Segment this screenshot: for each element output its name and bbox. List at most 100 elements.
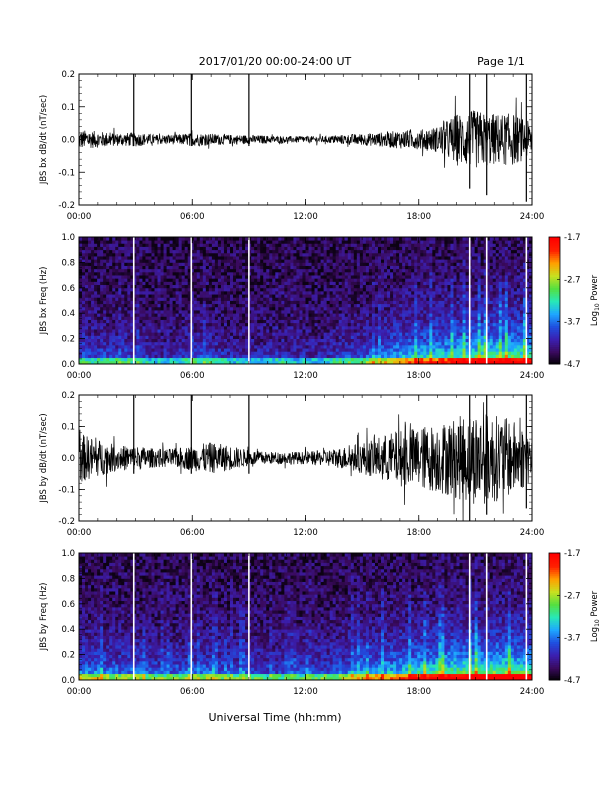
heatmap-cell (438, 281, 442, 286)
heatmap-cell (242, 360, 246, 365)
heatmap-cell (103, 360, 107, 365)
heatmap-cell (374, 348, 379, 352)
heatmap-cell (432, 259, 436, 263)
heatmap-cell (205, 335, 210, 339)
heatmap-cell (91, 240, 95, 244)
heatmap-cell (338, 246, 343, 251)
heatmap-cell (278, 290, 282, 295)
heatmap-cell (347, 256, 352, 260)
heatmap-cell (266, 329, 270, 333)
heatmap-cell (199, 237, 204, 241)
heatmap-cell (377, 252, 382, 257)
heatmap-cell (190, 335, 195, 339)
heatmap-cell (91, 275, 95, 279)
heatmap-cell (220, 351, 225, 355)
heatmap-cell (245, 290, 249, 295)
heatmap-cell (239, 281, 243, 286)
heatmap-cell (82, 332, 86, 336)
heatmap-cell (103, 262, 107, 266)
heatmap-cell (393, 348, 397, 352)
heatmap-cell (248, 252, 252, 257)
heatmap-cell (314, 275, 318, 279)
heatmap-cell (426, 303, 430, 308)
heatmap-cell (79, 249, 83, 254)
heatmap-cell (384, 262, 388, 266)
heatmap-cell (115, 313, 119, 317)
heatmap-cell (145, 290, 149, 295)
heatmap-cell (169, 256, 174, 260)
heatmap-cell (242, 265, 246, 270)
heatmap-cell (184, 249, 189, 254)
heatmap-cell (287, 316, 291, 320)
heatmap-cell (79, 246, 83, 251)
heatmap-cell (420, 284, 424, 289)
heatmap-cell (368, 256, 373, 260)
heatmap-cell (223, 332, 228, 336)
heatmap-cell (402, 303, 406, 308)
heatmap-cell (405, 290, 409, 295)
heatmap-cell (362, 287, 367, 292)
heatmap-cell (112, 243, 116, 247)
heatmap-cell (187, 354, 192, 359)
heatmap-cell (181, 316, 186, 320)
heatmap-cell (236, 284, 240, 289)
heatmap-cell (91, 284, 95, 289)
heatmap-cell (296, 278, 300, 282)
heatmap-cell (420, 268, 424, 273)
heatmap-cell (347, 271, 352, 276)
heatmap-cell (187, 268, 192, 273)
heatmap-cell (175, 360, 180, 365)
heatmap-cell (85, 300, 89, 305)
heatmap-cell (384, 341, 388, 346)
heatmap-cell (184, 329, 189, 333)
heatmap-cell (160, 252, 164, 257)
heatmap-cell (384, 351, 388, 355)
heatmap-cell (112, 338, 116, 343)
heatmap-cell (115, 316, 119, 320)
heatmap-cell (284, 265, 288, 270)
heatmap-cell (163, 240, 167, 244)
heatmap-cell (157, 294, 161, 298)
heatmap-cell (384, 265, 388, 270)
heatmap-cell (329, 294, 334, 298)
heatmap-cell (269, 252, 273, 257)
heatmap-cell (208, 354, 213, 359)
heatmap-cell (350, 344, 355, 349)
heatmap-cell (236, 243, 240, 247)
heatmap-cell (184, 246, 189, 251)
heatmap-cell (435, 316, 439, 320)
heatmap-cell (293, 300, 297, 305)
heatmap-cell (112, 306, 116, 311)
heatmap-cell (399, 262, 403, 266)
heatmap-cell (314, 344, 318, 349)
heatmap-cell (160, 348, 164, 352)
heatmap-cell (293, 278, 297, 282)
heatmap-cell (299, 237, 303, 241)
heatmap-cell (290, 243, 294, 247)
heatmap-cell (151, 310, 155, 314)
heatmap-cell (284, 287, 288, 292)
heatmap-cell (332, 290, 337, 295)
heatmap-cell (374, 246, 379, 251)
heatmap-cell (296, 341, 300, 346)
heatmap-cell (181, 240, 186, 244)
heatmap-cell (405, 300, 409, 305)
heatmap-cell (347, 335, 352, 339)
heatmap-cell (356, 300, 361, 305)
heatmap-cell (205, 357, 210, 362)
heatmap-cell (254, 281, 258, 286)
heatmap-cell (308, 306, 312, 311)
heatmap-cell (396, 332, 400, 336)
heatmap-cell (414, 252, 418, 257)
heatmap-cell (181, 332, 186, 336)
heatmap-cell (263, 319, 267, 324)
heatmap-cell (396, 306, 400, 311)
heatmap-cell (251, 322, 255, 327)
heatmap-cell (254, 325, 258, 330)
heatmap-cell (190, 271, 195, 276)
heatmap-cell (163, 287, 167, 292)
heatmap-cell (136, 287, 140, 292)
heatmap-cell (429, 335, 433, 339)
heatmap-cell (326, 294, 331, 298)
heatmap-cell (429, 357, 433, 362)
